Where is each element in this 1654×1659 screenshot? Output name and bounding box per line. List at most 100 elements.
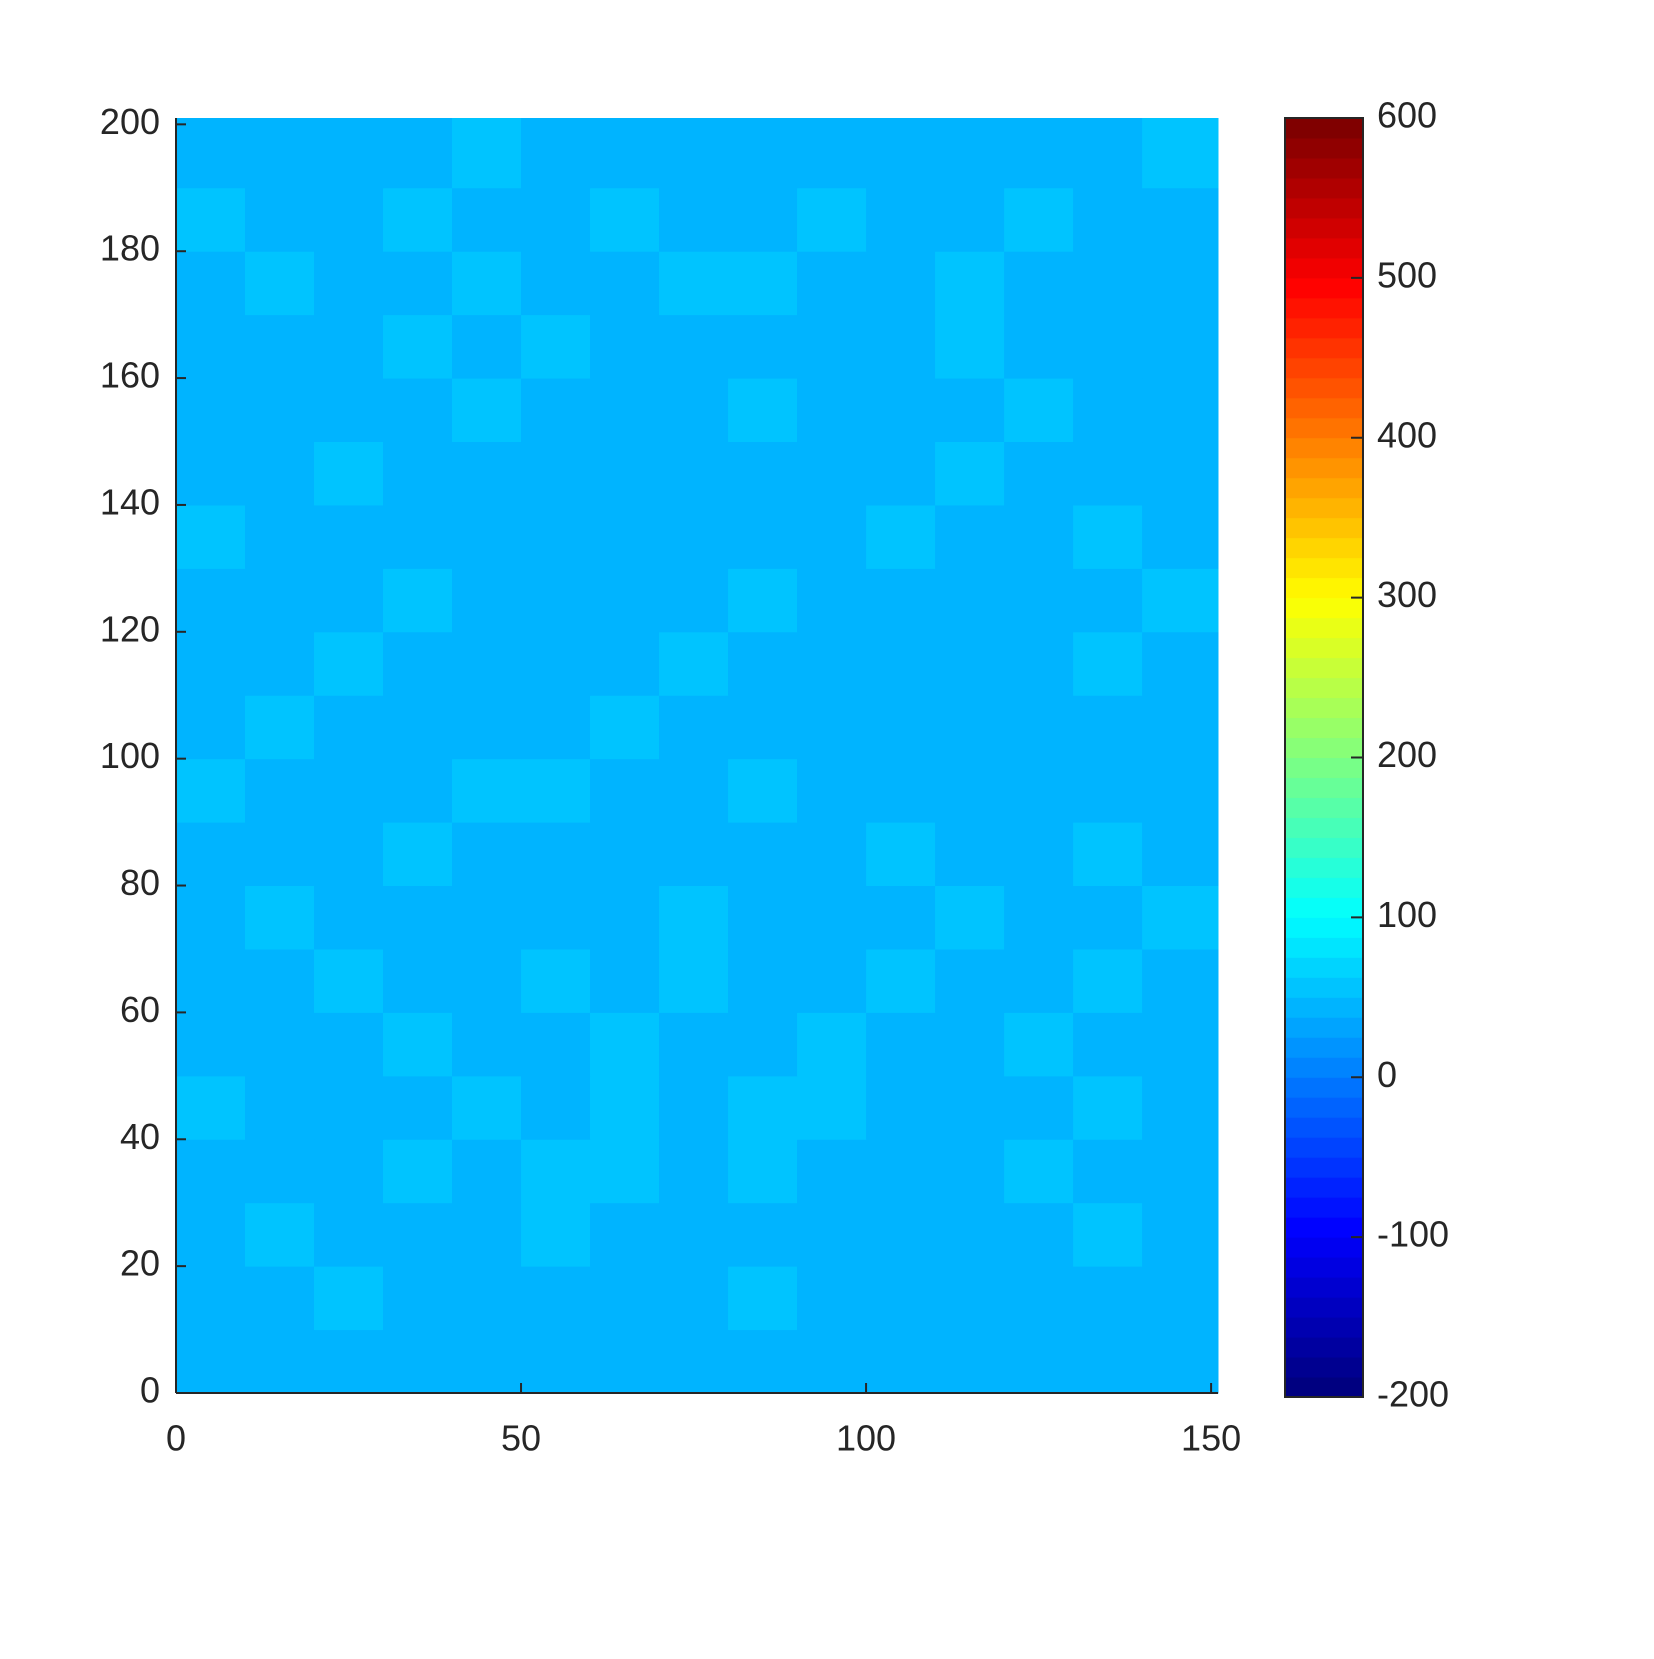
heat-cell [176, 1139, 246, 1204]
heat-cell [452, 948, 522, 1013]
heat-cell [935, 378, 1005, 443]
colorbar-tick-label: 300 [1377, 574, 1437, 615]
colorbar-step [1285, 1117, 1363, 1138]
heat-cell [797, 378, 867, 443]
heat-cell [245, 1329, 315, 1394]
y-tick-label: 200 [100, 101, 160, 142]
heat-cell [521, 885, 591, 950]
heat-cell [1073, 822, 1143, 887]
heat-cell [245, 695, 315, 760]
heat-cell [383, 1202, 453, 1267]
colorbar-step [1285, 1177, 1363, 1198]
heat-cell [1073, 118, 1143, 189]
heat-cell [1073, 885, 1143, 950]
heat-cell [728, 822, 798, 887]
heat-cell [521, 948, 591, 1013]
heat-cell [866, 695, 936, 760]
heat-cell [728, 695, 798, 760]
heat-cell [521, 314, 591, 379]
heat-cell [383, 118, 453, 189]
heat-cell [590, 251, 660, 316]
heat-cell [797, 1266, 867, 1331]
heat-cell [314, 1202, 384, 1267]
heat-cell [590, 441, 660, 506]
colorbar-step [1285, 1357, 1363, 1378]
heat-cell [521, 758, 591, 823]
heat-cell [866, 187, 936, 252]
heat-cell [521, 1075, 591, 1140]
colorbar-step [1285, 257, 1363, 279]
heat-cell [797, 118, 867, 189]
heat-cell [659, 568, 729, 633]
heat-cell [1142, 1266, 1219, 1331]
heat-cell [452, 504, 522, 569]
heat-cell [452, 568, 522, 633]
heat-cell [245, 1012, 315, 1077]
heat-cell [314, 1139, 384, 1204]
heat-cell [245, 251, 315, 316]
heat-cell [797, 1012, 867, 1077]
colorbar-step [1285, 917, 1363, 938]
colorbar-step [1285, 1157, 1363, 1178]
heat-cell [797, 251, 867, 316]
heat-cell [521, 441, 591, 506]
heat-cell [866, 1139, 936, 1204]
heat-cell [866, 441, 936, 506]
heat-cell [176, 1075, 246, 1140]
colorbar-step [1285, 337, 1363, 359]
heat-cell [245, 314, 315, 379]
heat-cell [452, 631, 522, 696]
heat-cell [728, 1202, 798, 1267]
heat-cell [176, 948, 246, 1013]
colorbar-step [1285, 297, 1363, 319]
colorbar-step [1285, 497, 1363, 519]
heat-cell [383, 822, 453, 887]
heat-cell [1142, 568, 1219, 633]
heat-cell [728, 631, 798, 696]
colorbar-step [1285, 877, 1363, 898]
heat-cell [935, 695, 1005, 760]
heat-cell [935, 504, 1005, 569]
heat-cell [521, 822, 591, 887]
heat-cell [590, 378, 660, 443]
heat-cell [1004, 631, 1074, 696]
colorbar-step [1285, 1017, 1363, 1038]
heat-cell [590, 822, 660, 887]
heat-cell [797, 187, 867, 252]
heat-cell [1004, 1012, 1074, 1077]
heat-cell [452, 378, 522, 443]
heat-cell [1142, 251, 1219, 316]
heat-cell [1004, 314, 1074, 379]
heat-cell [1073, 1266, 1143, 1331]
heat-cell [383, 314, 453, 379]
heat-cell [1142, 1012, 1219, 1077]
heat-cell [176, 568, 246, 633]
colorbar-step [1285, 1237, 1363, 1258]
heat-cell [797, 631, 867, 696]
colorbar-step [1285, 397, 1363, 419]
colorbar-step [1285, 597, 1363, 619]
colorbar-step [1285, 677, 1363, 699]
heat-cell [590, 1012, 660, 1077]
heat-cell [176, 695, 246, 760]
heat-cell [797, 695, 867, 760]
heat-cell [1142, 1139, 1219, 1204]
heat-cell [1073, 695, 1143, 760]
x-tick-label: 150 [1181, 1418, 1241, 1459]
heat-cell [521, 1329, 591, 1394]
heat-cell [245, 441, 315, 506]
colorbar-step [1285, 857, 1363, 878]
colorbar-step [1285, 837, 1363, 858]
heat-cell [452, 118, 522, 189]
colorbar-step [1285, 1057, 1363, 1078]
heat-cell [452, 314, 522, 379]
heat-cell [176, 1202, 246, 1267]
heat-cell [728, 378, 798, 443]
colorbar-step [1285, 1277, 1363, 1298]
heat-cell [521, 504, 591, 569]
heat-cell [1142, 314, 1219, 379]
heat-cell [935, 1266, 1005, 1331]
heat-cell [1004, 504, 1074, 569]
heat-cell [383, 187, 453, 252]
heat-cell [797, 441, 867, 506]
